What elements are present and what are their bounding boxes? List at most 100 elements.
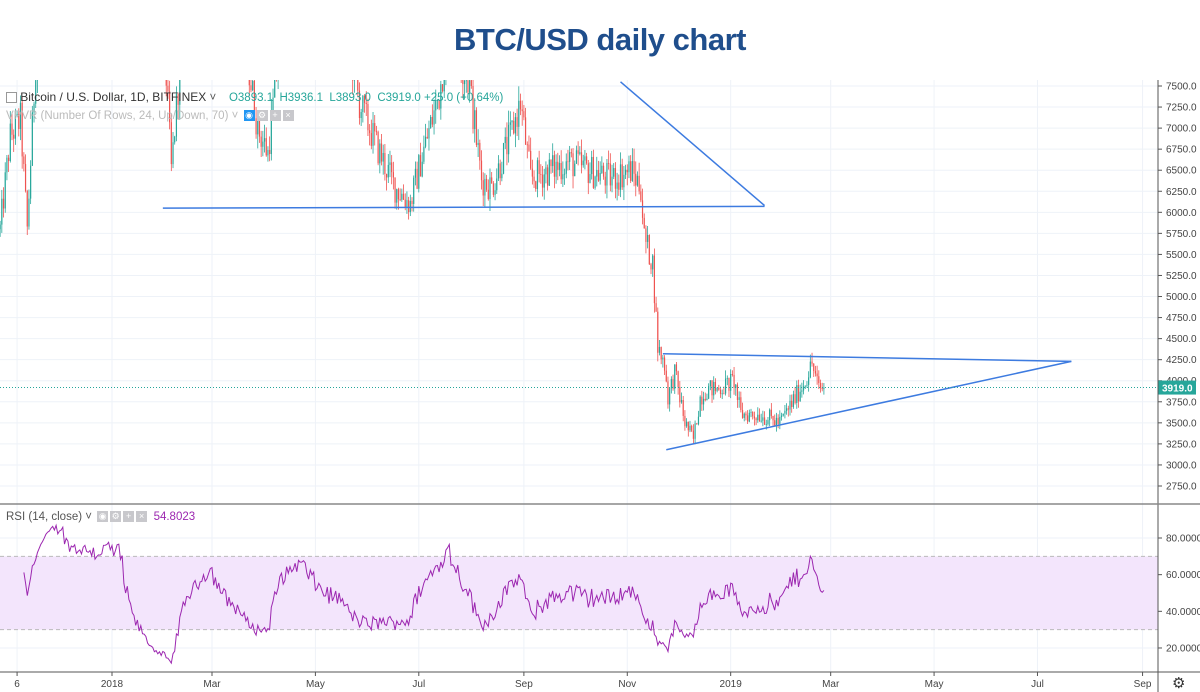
candle-body <box>250 85 252 91</box>
candle-body <box>502 143 505 174</box>
candle-body <box>433 110 435 125</box>
legend-collapse-icon[interactable] <box>6 92 17 104</box>
candle-body <box>377 131 379 164</box>
candle-body <box>289 0 290 2</box>
candle-body <box>545 167 547 175</box>
candle-body <box>801 390 803 392</box>
candle-body <box>535 181 537 189</box>
price-tick-label: 3750.0 <box>1166 397 1197 408</box>
candle-body <box>31 112 33 166</box>
candle-body <box>430 116 432 129</box>
rsi-group <box>23 523 825 665</box>
price-tick-label: 3500.0 <box>1166 418 1197 429</box>
candle-body <box>357 80 359 91</box>
candle-body <box>440 84 442 109</box>
candle-body <box>384 152 386 174</box>
candle-body <box>748 412 750 422</box>
candle-body <box>719 389 722 394</box>
candle-body <box>491 177 493 184</box>
candle-body <box>479 142 481 161</box>
candle-body <box>738 397 740 400</box>
candle-body <box>618 182 620 190</box>
candle-body <box>665 370 667 382</box>
candle-body <box>670 378 672 389</box>
rsi-value: 54.8023 <box>153 511 196 523</box>
candle-body <box>728 377 730 391</box>
candle-body <box>30 165 32 199</box>
close-icon[interactable]: × <box>136 511 148 523</box>
candle-body <box>23 156 25 165</box>
candle-body <box>589 174 591 183</box>
candle-body <box>704 398 706 401</box>
candle-body <box>339 0 340 12</box>
candle-body <box>278 65 279 80</box>
candle-body <box>397 189 400 200</box>
close-icon[interactable]: × <box>282 110 294 122</box>
visibility-icon[interactable]: ◉ <box>243 110 255 122</box>
candle-body <box>667 381 669 405</box>
settings-icon[interactable]: ⚙ <box>256 110 268 122</box>
candle-body <box>165 80 167 86</box>
candle-body <box>274 80 276 98</box>
candle-body <box>638 175 640 192</box>
candle-body <box>237 0 238 7</box>
candle-body <box>591 156 593 175</box>
candle-body <box>796 385 798 403</box>
candle-body <box>450 17 451 48</box>
candle-body <box>380 143 383 162</box>
candle-body <box>650 264 652 270</box>
add-icon[interactable]: + <box>123 511 135 523</box>
x-tick-label: Sep <box>1134 679 1152 690</box>
candle-body <box>174 136 176 143</box>
candle-body <box>421 161 423 177</box>
candle-body <box>253 80 255 119</box>
candle-body <box>519 100 522 110</box>
candle-body <box>633 161 635 174</box>
candle-body <box>445 40 446 77</box>
candle-body <box>530 150 532 169</box>
candle-body <box>284 35 285 46</box>
candle-body <box>394 177 396 203</box>
candle-body <box>624 169 627 175</box>
candle-body <box>767 420 769 425</box>
candle-body <box>787 408 789 410</box>
candle-body <box>276 74 277 80</box>
candle-body <box>33 103 35 113</box>
candle-body <box>16 113 18 115</box>
visibility-icon[interactable]: ◉ <box>97 511 109 523</box>
candle-body <box>814 371 817 374</box>
candle-body <box>816 373 818 377</box>
add-icon[interactable]: + <box>269 110 281 122</box>
candle-body <box>538 160 540 175</box>
x-tick-label: May <box>925 679 944 690</box>
candle-body <box>255 118 257 135</box>
candle-body <box>332 0 333 2</box>
candle-body <box>286 0 287 35</box>
settings-icon[interactable]: ⚙ <box>110 511 122 523</box>
candle-body <box>270 111 272 155</box>
candle-body <box>518 100 520 127</box>
symbol-label[interactable]: Bitcoin / U.S. Dollar, 1D, BITFINEX <box>20 90 207 104</box>
gear-icon[interactable]: ⚙ <box>1172 675 1186 692</box>
candle-body <box>475 110 478 145</box>
candle-body <box>245 17 246 50</box>
candle-body <box>177 94 179 105</box>
chevron-down-icon[interactable]: ˅ <box>206 92 217 104</box>
candle-body <box>762 417 764 421</box>
candle-body <box>506 136 508 155</box>
rsi-label[interactable]: RSI (14, close) <box>6 511 83 523</box>
candle-body <box>457 38 458 59</box>
candle-body <box>809 361 811 378</box>
trendline <box>620 81 766 207</box>
candle-body <box>333 0 334 2</box>
candle-body <box>363 95 366 103</box>
vpvr-label[interactable]: VPVR (Number Of Rows, 24, Up/Down, 70) <box>6 110 229 122</box>
candle-body <box>372 123 374 146</box>
candle-body <box>789 400 791 410</box>
candle-body <box>616 182 618 189</box>
candle-body <box>239 0 240 3</box>
candle-body <box>677 371 679 388</box>
candle-body <box>172 142 174 165</box>
candle-body <box>765 424 767 426</box>
